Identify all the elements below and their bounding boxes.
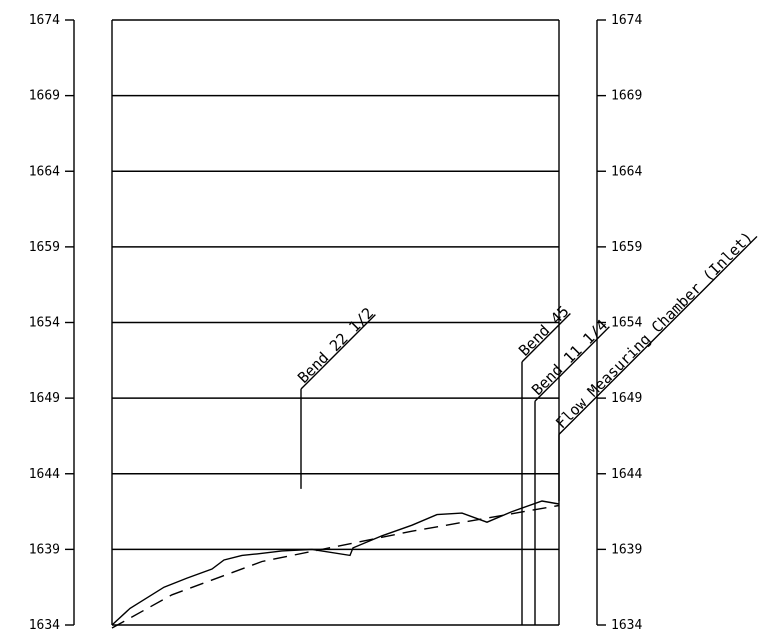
right-tick-label: 1664	[611, 164, 642, 179]
right-tick-label: 1659	[611, 240, 642, 255]
left-tick-label: 1664	[29, 164, 60, 179]
pipe-invert-line-dashed	[111, 504, 560, 629]
left-tick-label: 1669	[29, 89, 60, 104]
right-tick-label: 1674	[611, 13, 642, 28]
right-elevation-axis: 1674 1669 1664 1659 1654 1649 1644 1639 1634	[596, 13, 642, 633]
profile-series	[111, 500, 560, 629]
left-tick-label: 1649	[29, 391, 60, 406]
annotation-underline	[521, 312, 571, 363]
left-tick-label: 1654	[29, 316, 60, 331]
right-tick-label: 1644	[611, 467, 642, 482]
right-tick-label: 1639	[611, 542, 642, 557]
left-tick-label: 1674	[29, 13, 60, 28]
right-tick-label: 1634	[611, 618, 642, 633]
left-tick-label: 1634	[29, 618, 60, 633]
right-tick-label: 1654	[611, 316, 642, 331]
ground-level-line	[111, 500, 560, 626]
elevation-gridlines	[112, 19, 559, 626]
annotation-underline	[300, 314, 376, 390]
left-tick-label: 1639	[29, 542, 60, 557]
annotation-underline	[558, 235, 758, 435]
annotation-underline	[534, 326, 610, 402]
right-tick-label: 1649	[611, 391, 642, 406]
annotation-label: Flow Measuring Chamber (Inlet)	[552, 228, 756, 432]
profile-frame	[111, 20, 560, 625]
left-tick-label: 1659	[29, 240, 60, 255]
left-elevation-axis: 1674 1669 1664 1659 1654 1649 1644 1639 1634	[29, 13, 75, 633]
left-tick-label: 1644	[29, 467, 60, 482]
right-tick-label: 1669	[611, 89, 642, 104]
annotation-label: Bend 22 1/2	[294, 304, 377, 387]
